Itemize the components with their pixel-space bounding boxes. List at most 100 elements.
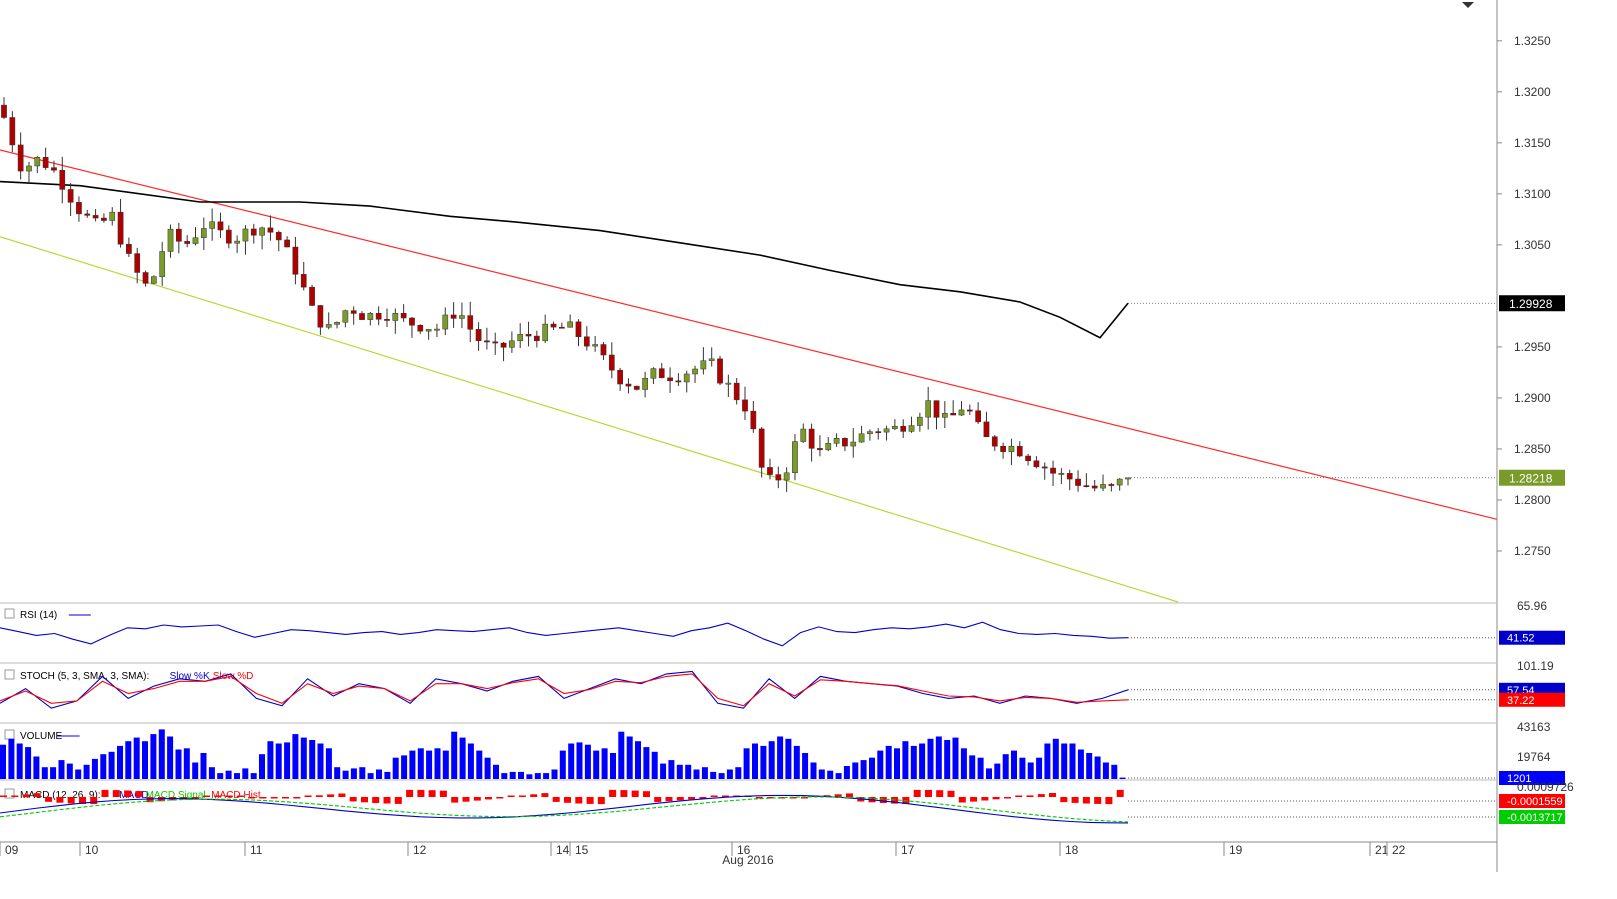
volume-bar [509,771,516,779]
candle-body [275,232,282,241]
macd-hist-bar [643,791,650,797]
macd-hist-bar [270,797,278,799]
volume-bar [768,741,775,779]
rsi-pane: RSI (14) 65.96 41.52 [0,599,1565,647]
candle-body [325,324,332,328]
candle [700,347,707,375]
volume-bar [668,760,675,779]
volume-bar [994,763,1001,779]
candle-body [359,313,365,320]
stoch-k-legend: Slow %K [170,671,210,682]
price-axis: 1.3250 1.3200 1.3150 1.3100 1.3050 1.2950 1.29… [1128,0,1565,872]
candle-body [234,240,240,244]
volume-bar [910,745,917,779]
macd-hist-legend: MACD Hist [211,790,261,801]
candle [925,386,932,430]
candle-body [259,227,265,236]
price-tick-label: 1.3200 [1514,85,1551,99]
candle [342,309,349,328]
volume-bar [701,767,708,779]
macd-hist-bar [981,797,989,801]
candle-body [642,377,648,390]
candle [159,241,166,286]
volume-bar [317,743,324,779]
candle-body [84,213,91,216]
candle [933,400,940,430]
candle-body [217,221,224,231]
macd-hist-bar [564,797,571,803]
candle [1041,462,1048,480]
candle-body [966,409,973,412]
candle-body [484,340,490,343]
candle [1000,442,1006,459]
time-tick-label: 11 [250,843,263,857]
candle [392,308,399,334]
candle [192,227,199,246]
macd-hist-bar [473,797,481,801]
candle-body [1033,460,1040,468]
macd-hist-bar [1026,795,1034,797]
volume-bar [1011,750,1017,779]
candle [675,373,682,386]
candle-body [767,467,773,475]
volume-bar [777,736,784,779]
volume-bar [743,748,750,779]
macd-hist-bar [282,797,289,799]
macd-hist-bar [327,794,335,797]
volume-bar [1002,754,1009,779]
candle [284,236,290,248]
volume-bar [802,753,809,779]
candle-body [858,433,865,443]
macd-hist-bar [586,797,594,804]
candle-body [1100,484,1106,489]
volume-bar [342,770,349,779]
candle-body [683,373,690,383]
volume-bar [225,770,232,779]
indicator-toggle-icon[interactable] [4,788,15,799]
macd-hist-bar [1082,797,1090,804]
macd-hist-bar [913,789,921,797]
volume-bar [493,764,499,779]
moving-average-line [0,180,1129,339]
candle [850,428,857,458]
candle-body [1075,478,1081,486]
volume-bar [476,750,483,779]
macd-hist-bar [755,797,763,799]
candle [250,223,257,244]
volume-bar [0,744,6,779]
candle-body [475,329,482,342]
volume-bar [309,740,316,779]
candle [1108,482,1115,492]
candle-body [1025,455,1031,461]
macd-hist-bar [293,797,301,799]
macd-hist-bar [970,797,978,802]
volume-bar [442,750,449,779]
volume-bar [810,762,817,779]
candle-body [1116,478,1123,486]
candle-body [167,228,174,252]
volume-bar [526,774,533,779]
macd-hist-bar [214,795,222,797]
indicator-toggle-icon[interactable] [4,608,15,619]
candle [1075,470,1081,492]
chevron-down-icon[interactable] [1462,2,1474,8]
candle [792,434,798,481]
candle-body [825,443,832,451]
macd-hist-bar [1116,789,1124,797]
candle [542,314,549,343]
macd-hist-bar [1037,794,1045,797]
volume-bar [726,769,733,779]
macd-hist-bar [552,797,560,802]
indicator-toggle-icon[interactable] [4,669,15,680]
volume-bar [8,738,15,779]
candle [525,321,532,347]
macd-hist-bar [338,793,346,797]
candle-body [76,202,82,215]
candle-body [225,229,232,244]
candle-body [758,428,765,468]
candle [991,435,998,451]
candle-body [1016,445,1023,457]
volume-bar [626,736,633,779]
candle-body [434,328,440,331]
